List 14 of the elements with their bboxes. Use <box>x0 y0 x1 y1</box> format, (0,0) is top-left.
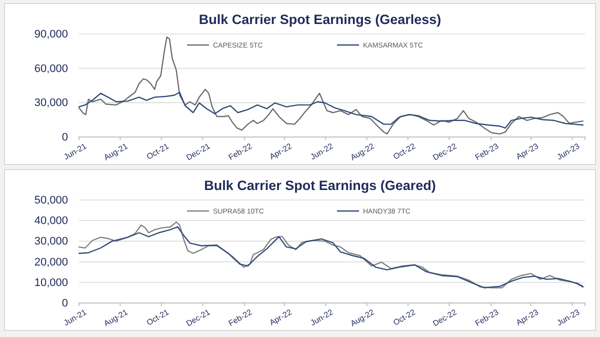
y-tick-label: 60,000 <box>34 62 68 75</box>
y-tick-label: 30,000 <box>34 236 68 248</box>
y-tick-label: 30,000 <box>34 97 68 110</box>
y-tick-label: 40,000 <box>34 215 68 228</box>
y-tick-label: 0 <box>62 298 68 310</box>
chart-title: Bulk Carrier Spot Earnings (Geared) <box>204 178 436 193</box>
chart-title: Bulk Carrier Spot Earnings (Gearless) <box>198 12 442 27</box>
y-tick-label: 50,000 <box>34 194 68 207</box>
y-tick-label: 0 <box>62 132 68 144</box>
line-series <box>78 36 584 135</box>
y-tick-label: 20,000 <box>34 256 68 268</box>
line-series <box>78 92 584 129</box>
y-tick-label: 10,000 <box>34 276 68 289</box>
y-tick-label: 90,000 <box>34 28 68 41</box>
